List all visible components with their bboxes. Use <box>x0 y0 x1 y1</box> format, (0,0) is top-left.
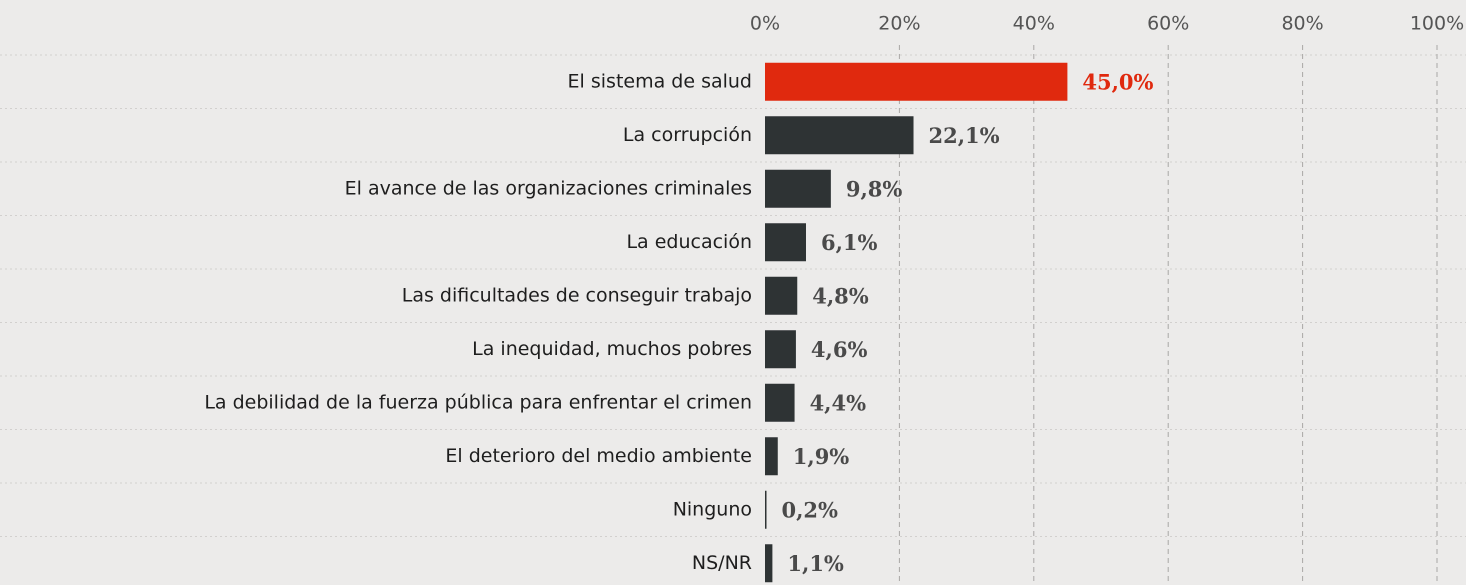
value-label: 4,8% <box>812 283 869 308</box>
x-tick-label: 100% <box>1410 13 1464 35</box>
bar <box>765 276 798 315</box>
bar <box>765 490 767 529</box>
category-label: El avance de las organizaciones criminal… <box>345 177 752 199</box>
x-tick-label: 20% <box>878 13 920 35</box>
x-tick-label: 0% <box>750 13 780 35</box>
value-label: 9,8% <box>846 176 903 201</box>
bar <box>765 62 1068 101</box>
bar <box>765 383 795 422</box>
category-label: NS/NR <box>692 552 752 574</box>
category-label: Ninguno <box>673 498 752 520</box>
category-label: La educación <box>626 231 752 253</box>
bar <box>765 169 831 208</box>
category-label: La debilidad de la fuerza pública para e… <box>204 391 752 413</box>
x-tick-label: 80% <box>1281 13 1323 35</box>
category-label: La corrupción <box>623 124 752 146</box>
category-label: Las dificultades de conseguir trabajo <box>402 284 752 306</box>
category-label: El deterioro del medio ambiente <box>445 445 752 467</box>
value-label: 1,9% <box>793 444 850 469</box>
value-label: 0,2% <box>782 497 839 522</box>
bar <box>765 116 914 155</box>
value-label: 45,0% <box>1082 69 1153 94</box>
bar <box>765 544 773 583</box>
value-label: 22,1% <box>929 123 1000 148</box>
x-tick-label: 40% <box>1013 13 1055 35</box>
value-label: 1,1% <box>787 551 844 576</box>
value-label: 4,4% <box>810 390 867 415</box>
category-label: La inequidad, muchos pobres <box>472 338 752 360</box>
bar <box>765 330 796 369</box>
bar <box>765 437 778 476</box>
category-label: El sistema de salud <box>568 70 752 92</box>
x-tick-label: 60% <box>1147 13 1189 35</box>
bar <box>765 223 806 262</box>
value-label: 6,1% <box>821 230 878 255</box>
value-label: 4,6% <box>811 337 868 362</box>
